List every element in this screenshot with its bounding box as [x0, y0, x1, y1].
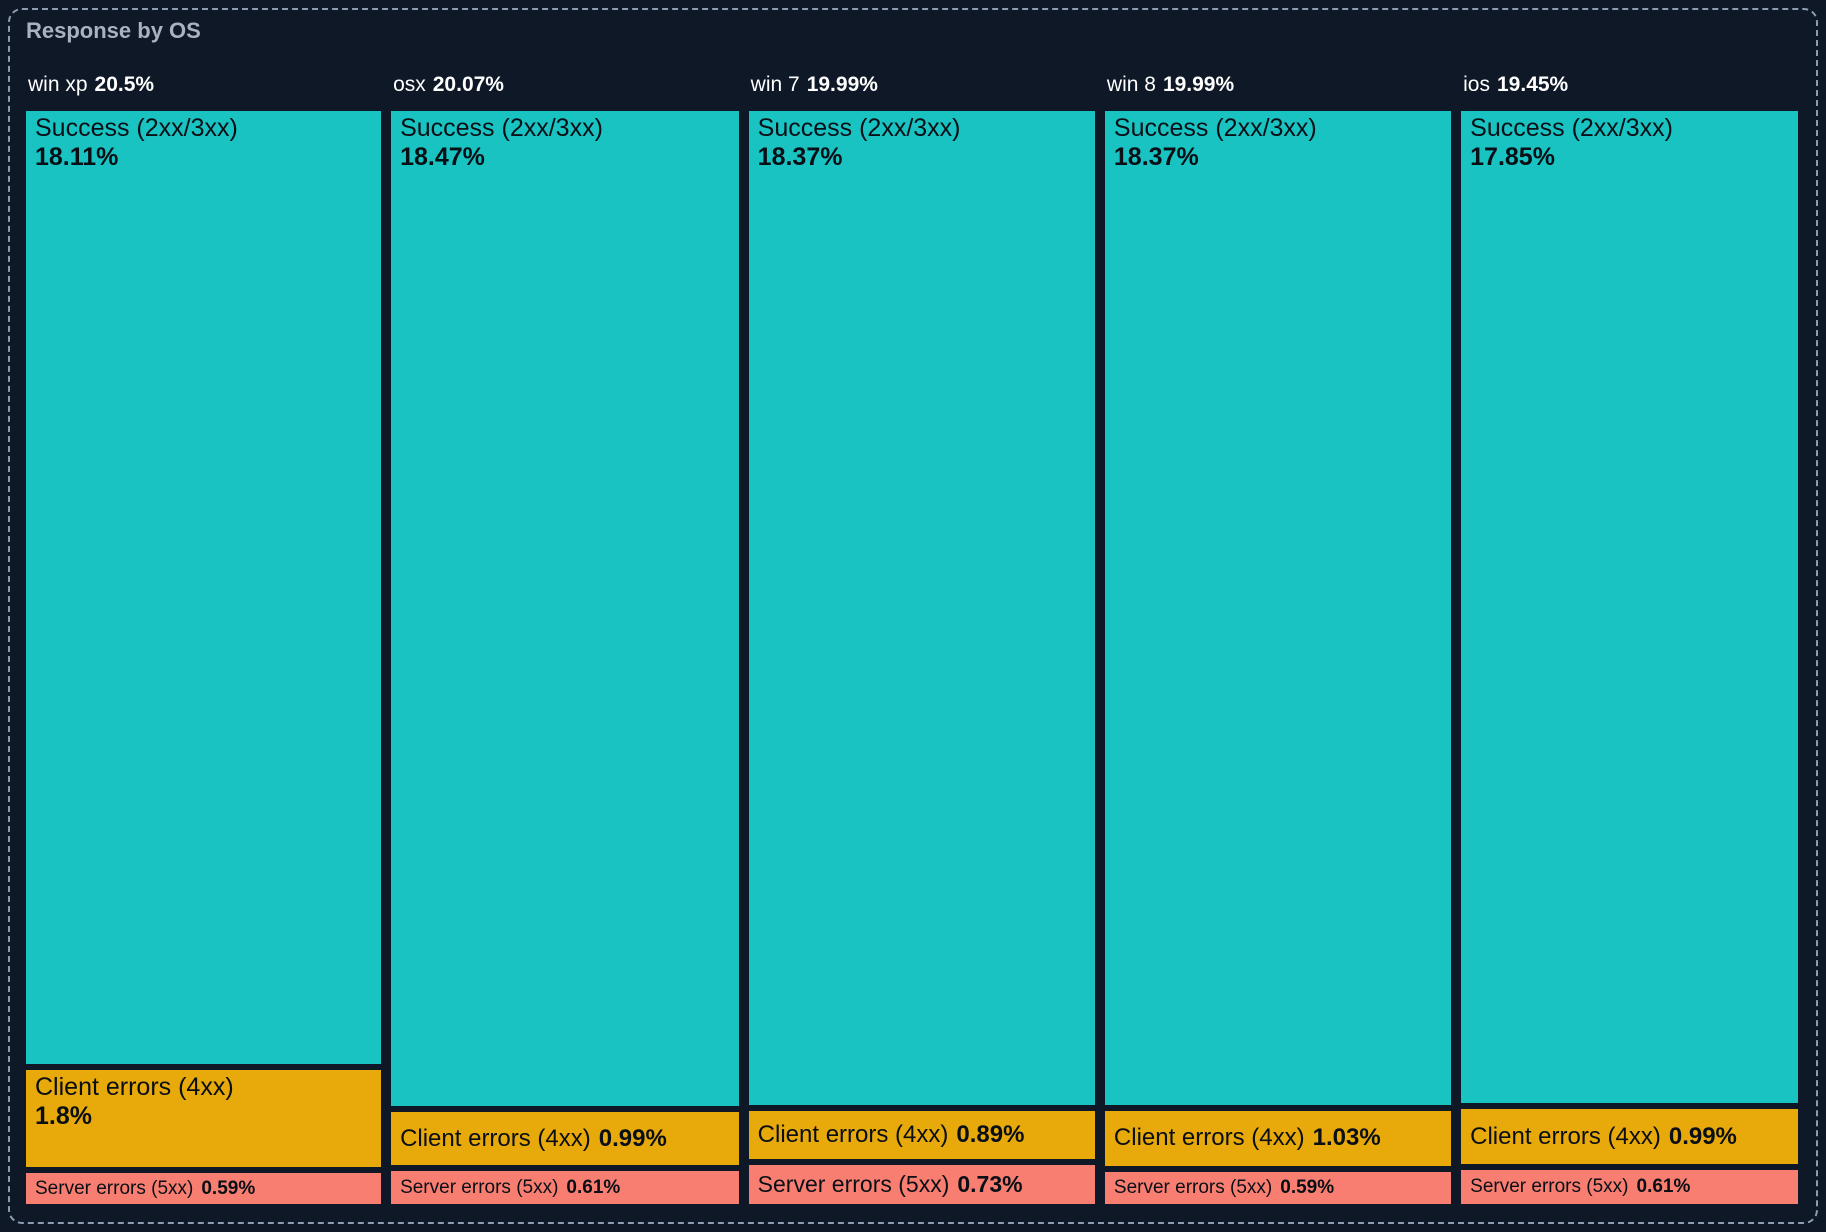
segment-server-errors[interactable]: Server errors (5xx) 0.59% — [26, 1173, 382, 1204]
panel-title: Response by OS — [26, 18, 201, 43]
column-os-label: win xp — [28, 73, 88, 96]
segment-label: Client errors (4xx) — [1470, 1122, 1661, 1150]
segment-server-errors[interactable]: Server errors (5xx) 0.61% — [391, 1171, 739, 1204]
column-total-percent: 19.45% — [1497, 73, 1569, 96]
column-header: win 8 19.99% — [1105, 72, 1451, 111]
column-header: ios 19.45% — [1461, 72, 1798, 111]
column-os-label: ios — [1463, 73, 1490, 96]
column-segments: Success (2xx/3xx) 18.37% Client errors (4x… — [748, 111, 1095, 1204]
column-segments: Success (2xx/3xx) 18.47% Client errors (4x… — [391, 111, 739, 1204]
column-os-label: win 7 — [750, 73, 800, 96]
segment-percent: 0.59% — [1280, 1177, 1335, 1199]
segment-percent: 1.03% — [1312, 1124, 1381, 1152]
segment-percent: 18.37% — [1113, 143, 1199, 171]
column-os-label: win 8 — [1106, 73, 1156, 96]
segment-success[interactable]: Success (2xx/3xx) 18.47% — [391, 111, 739, 1107]
segment-label: Success (2xx/3xx) — [400, 114, 603, 142]
segment-percent: 0.73% — [957, 1170, 1023, 1197]
column-total-percent: 19.99% — [1162, 73, 1235, 96]
segment-percent: 0.59% — [201, 1177, 256, 1199]
segment-percent: 0.99% — [1668, 1122, 1737, 1150]
treemap-column-win-8[interactable]: win 8 19.99% Success (2xx/3xx) 18.37% Client… — [1104, 72, 1452, 1204]
segment-client-errors[interactable]: Client errors (4xx) 0.99% — [391, 1112, 739, 1166]
segment-label: Server errors (5xx) — [400, 1176, 559, 1198]
column-segments: Success (2xx/3xx) 17.85% Client errors (4x… — [1461, 111, 1799, 1205]
column-os-label: osx — [393, 73, 426, 96]
segment-success[interactable]: Success (2xx/3xx) 18.37% — [1104, 111, 1452, 1105]
segment-percent: 0.61% — [566, 1176, 621, 1198]
segment-label: Client errors (4xx) — [400, 1124, 591, 1152]
segment-server-errors[interactable]: Server errors (5xx) 0.59% — [1104, 1172, 1452, 1204]
segment-percent: 18.47% — [400, 143, 485, 171]
treemap-column-osx[interactable]: osx 20.07% Success (2xx/3xx) 18.47% Client e… — [391, 72, 739, 1204]
segment-percent: 0.89% — [956, 1120, 1025, 1148]
segment-percent: 17.85% — [1470, 143, 1555, 171]
segment-client-errors[interactable]: Client errors (4xx) 1.8% — [26, 1069, 382, 1168]
segment-server-errors[interactable]: Server errors (5xx) 0.73% — [748, 1164, 1095, 1204]
column-total-percent: 19.99% — [806, 73, 878, 96]
segment-label: Client errors (4xx) — [757, 1120, 949, 1148]
column-header: win xp 20.5% — [26, 72, 381, 111]
segment-percent: 0.99% — [598, 1124, 667, 1152]
treemap-column-win-xp[interactable]: win xp 20.5% Success (2xx/3xx) 18.11% Client… — [26, 72, 382, 1204]
column-header: win 7 19.99% — [749, 72, 1095, 111]
segment-success[interactable]: Success (2xx/3xx) 18.37% — [748, 111, 1095, 1105]
mosaic-chart: win xp 20.5% Success (2xx/3xx) 18.11% Client… — [26, 72, 1799, 1205]
segment-label: Server errors (5xx) — [35, 1177, 194, 1199]
segment-client-errors[interactable]: Client errors (4xx) 0.89% — [748, 1110, 1095, 1159]
panel-content: Response by OS win xp 20.5% Success (2xx/3… — [26, 18, 1799, 1205]
treemap-column-win-7[interactable]: win 7 19.99% Success (2xx/3xx) 18.37% Client… — [748, 72, 1095, 1204]
segment-label: Success (2xx/3xx) — [1470, 114, 1673, 142]
segment-client-errors[interactable]: Client errors (4xx) 0.99% — [1461, 1109, 1799, 1165]
segment-percent: 0.61% — [1636, 1176, 1691, 1198]
segment-server-errors[interactable]: Server errors (5xx) 0.61% — [1461, 1170, 1799, 1205]
column-total-percent: 20.07% — [432, 73, 504, 96]
segment-label: Server errors (5xx) — [1113, 1177, 1273, 1199]
column-header: osx 20.07% — [391, 72, 739, 111]
segment-label: Server errors (5xx) — [1470, 1176, 1629, 1198]
treemap-column-ios[interactable]: ios 19.45% Success (2xx/3xx) 17.85% Client e… — [1461, 72, 1799, 1205]
segment-success[interactable]: Success (2xx/3xx) 17.85% — [1461, 111, 1799, 1104]
column-segments: Success (2xx/3xx) 18.11% Client errors (4x… — [26, 111, 382, 1204]
segment-success[interactable]: Success (2xx/3xx) 18.11% — [26, 111, 382, 1064]
segment-label: Success (2xx/3xx) — [1113, 114, 1317, 142]
segment-percent: 18.37% — [757, 143, 843, 171]
segment-client-errors[interactable]: Client errors (4xx) 1.03% — [1104, 1110, 1452, 1167]
column-total-percent: 20.5% — [94, 73, 155, 96]
segment-label: Server errors (5xx) — [757, 1170, 950, 1197]
segment-percent: 18.11% — [35, 143, 119, 171]
segment-label: Client errors (4xx) — [35, 1072, 234, 1101]
segment-percent: 1.8% — [35, 1101, 92, 1130]
column-segments: Success (2xx/3xx) 18.37% Client errors (4x… — [1104, 111, 1452, 1204]
segment-label: Success (2xx/3xx) — [757, 114, 961, 142]
segment-label: Success (2xx/3xx) — [35, 114, 238, 142]
segment-label: Client errors (4xx) — [1113, 1124, 1305, 1152]
